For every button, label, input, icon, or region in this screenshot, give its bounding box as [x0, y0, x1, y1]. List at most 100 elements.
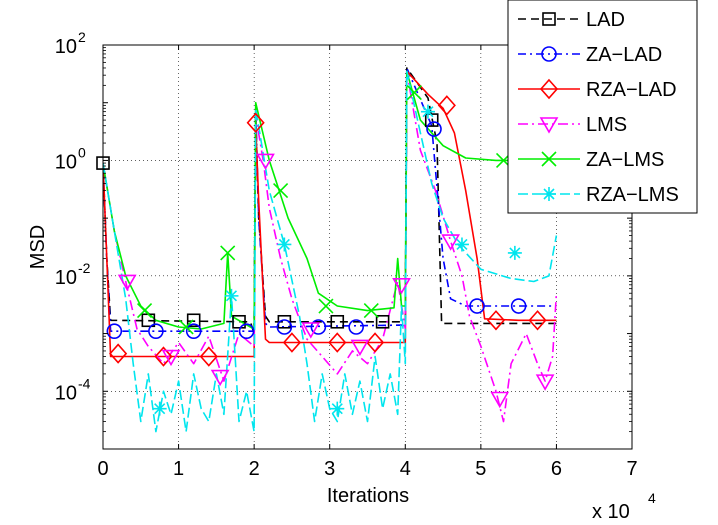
data-marker [186, 313, 201, 328]
y-tick-label-exponent: -2 [78, 260, 91, 276]
legend-marker [542, 12, 556, 26]
series-line-0 [103, 67, 557, 335]
data-marker [109, 343, 128, 364]
data-marker [161, 349, 181, 367]
y-tick-label-base: 10 [55, 36, 77, 58]
series-line-3 [103, 70, 558, 423]
data-marker [392, 277, 411, 295]
data-marker [363, 303, 379, 319]
x-tick-label: 5 [475, 458, 486, 480]
data-marker [256, 153, 275, 171]
series-line-4 [103, 70, 557, 330]
legend-marker [541, 46, 557, 62]
x-tick-label: 1 [173, 458, 184, 480]
data-marker [277, 237, 292, 252]
data-marker [507, 245, 522, 260]
data-marker [469, 298, 485, 314]
legend-marker [539, 117, 559, 134]
legend-entry: LAD [518, 9, 625, 31]
data-marker [185, 323, 202, 339]
data-marker [117, 274, 137, 292]
series-markers-1 [106, 121, 527, 339]
legend-box [507, 0, 698, 214]
x-tick-label: 4 [400, 458, 411, 480]
x-multiplier-base: x 10 [592, 501, 630, 523]
x-tick-label: 7 [626, 458, 637, 480]
series-markers-5 [152, 104, 522, 416]
y-tick-label-exponent: 0 [78, 144, 86, 160]
data-marker [437, 95, 456, 116]
data-marker [273, 183, 289, 199]
data-marker [136, 303, 153, 319]
x-tick-label: 2 [249, 458, 260, 480]
y-tick-label: 10 0 [55, 144, 86, 173]
legend-label: RZA−LAD [586, 79, 677, 101]
data-marker [330, 314, 345, 329]
y-axis-label: MSD [27, 225, 49, 269]
data-marker [152, 401, 167, 416]
data-marker [424, 113, 439, 127]
data-marker [210, 369, 230, 387]
y-tick-label-exponent: 2 [78, 29, 86, 45]
legend-entry: ZA−LAD [518, 44, 662, 66]
data-marker [310, 319, 327, 335]
y-tick-label: 10 -4 [55, 375, 91, 404]
legend-entry: ZA−LMS [518, 149, 664, 171]
data-marker [420, 104, 435, 119]
legend-label: RZA−LMS [586, 184, 679, 206]
data-marker [282, 332, 301, 353]
x-tick-label: 0 [97, 458, 108, 480]
y-tick-label-base: 10 [55, 382, 77, 404]
data-marker [154, 346, 173, 367]
data-marker [375, 314, 390, 329]
data-marker [426, 121, 442, 137]
data-marker [535, 374, 555, 391]
data-marker [406, 84, 422, 101]
data-marker [224, 288, 239, 303]
y-tick-label: 10 -2 [55, 260, 91, 289]
axes-box [102, 44, 633, 450]
legend-label: LMS [586, 114, 627, 136]
legend-entry: RZA−LAD [518, 78, 677, 101]
x-tick-label: 6 [551, 458, 562, 480]
y-tick-label-base: 10 [55, 151, 77, 173]
data-marker [330, 401, 345, 416]
data-marker [365, 332, 385, 353]
legend-marker [541, 151, 557, 167]
series-line-1 [103, 67, 557, 332]
data-marker [528, 310, 547, 331]
data-marker [277, 314, 292, 329]
legend: LAD ZA−LAD RZA−LAD LMS ZA−LMS RZA−LMS [507, 0, 698, 214]
x-multiplier: x 10 4 [592, 490, 656, 523]
data-marker [348, 319, 364, 335]
series-layer [103, 67, 558, 433]
data-marker [510, 298, 527, 314]
data-marker [199, 346, 218, 367]
series-line-5 [103, 70, 558, 433]
marker-layer [96, 84, 557, 416]
y-tick-label-base: 10 [55, 267, 77, 289]
y-tick-label-exponent: -4 [78, 375, 91, 391]
x-axis-label: Iterations [327, 485, 409, 507]
y-tick-label: 10 2 [55, 29, 86, 58]
data-marker [178, 319, 194, 335]
data-marker [246, 112, 265, 133]
x-multiplier-exponent: 4 [648, 490, 656, 506]
legend-label: ZA−LAD [586, 44, 662, 66]
data-marker [220, 245, 236, 261]
data-marker [232, 314, 246, 329]
series-markers-3 [117, 153, 555, 409]
svg-text:x 10: x 10 [592, 501, 630, 523]
data-marker [328, 332, 347, 353]
legend-entry: LMS [518, 114, 627, 136]
data-marker [486, 310, 506, 331]
data-marker [238, 323, 255, 339]
data-marker [350, 339, 370, 356]
legend-label: ZA−LMS [586, 149, 664, 171]
data-marker [441, 234, 461, 251]
data-marker [276, 319, 293, 335]
legend-marker [539, 78, 559, 100]
data-marker [148, 323, 164, 339]
